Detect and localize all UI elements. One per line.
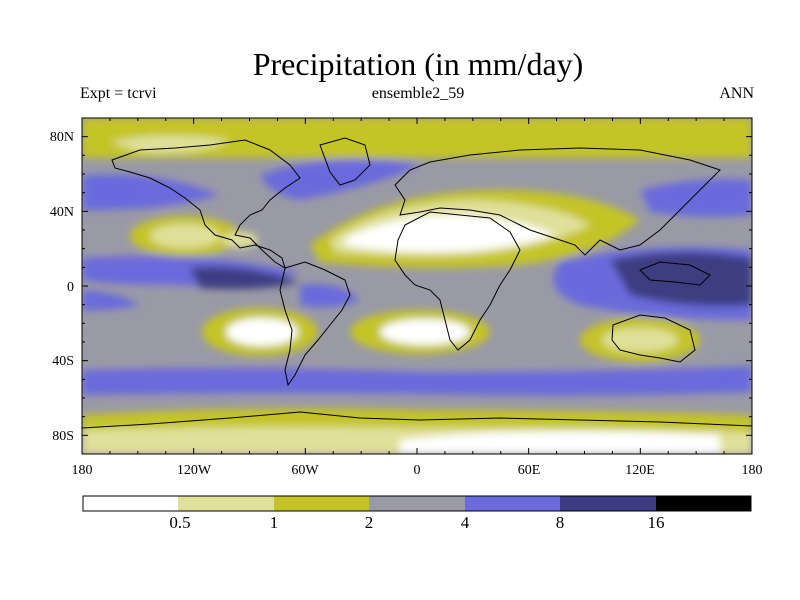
south-pacific-convergence — [82, 290, 140, 311]
north-pacific-storm-east — [82, 174, 220, 211]
lon-label: 60E — [518, 463, 541, 478]
colorbar-segment — [656, 496, 751, 511]
coastlines — [82, 137, 752, 429]
latitude-labels: 80N 40N 0 40S 80S — [50, 130, 74, 444]
se-pacific-dry-inner — [226, 318, 298, 346]
lat-label: 80N — [50, 130, 74, 145]
amazon-rain — [300, 284, 360, 308]
lon-label: 60W — [291, 463, 319, 478]
lon-label: 0 — [414, 463, 421, 478]
siberia-dry — [500, 134, 700, 157]
colorbar-label: 1 — [270, 513, 279, 532]
greenland-outline — [319, 137, 371, 186]
south-america-outline — [279, 261, 351, 387]
southern-ocean-storm — [82, 366, 752, 396]
warm-pool — [610, 251, 752, 307]
lon-label: 120W — [177, 463, 212, 478]
axis-ticks — [81, 118, 753, 454]
north-america-outline — [111, 139, 301, 270]
colorbar-segment — [369, 496, 465, 511]
colorbar-label: 0.5 — [169, 513, 190, 532]
colorbar-segment — [178, 496, 274, 511]
colorbar-label: 2 — [365, 513, 374, 532]
colorbar-segment — [274, 496, 369, 511]
lat-label: 40N — [50, 205, 74, 220]
lat-label: 0 — [67, 280, 74, 295]
africa-outline — [394, 211, 521, 351]
lat-label: 80S — [52, 429, 74, 444]
caribbean-dry — [222, 232, 258, 248]
lon-label: 120E — [625, 463, 655, 478]
colorbar: 0.5 1 2 4 8 16 — [82, 495, 752, 532]
greenland-dry — [300, 134, 420, 156]
map-title: Precipitation (in mm/day) — [252, 46, 584, 82]
season-label: ANN — [719, 85, 754, 102]
australia-outline — [611, 314, 696, 363]
maritime-continent-outline — [639, 261, 711, 286]
lon-label: 180 — [742, 463, 763, 478]
ensemble-label: ensemble2_59 — [371, 85, 465, 102]
experiment-label: Expt = tcrvi — [80, 85, 157, 102]
australia-dry-inner — [602, 328, 678, 352]
colorbar-segment — [560, 496, 656, 511]
lon-label: 180 — [72, 463, 93, 478]
colorbar-segment — [465, 496, 560, 511]
arctic-dry-patch — [110, 135, 230, 153]
north-atlantic-storm — [260, 159, 420, 200]
colorbar-segment — [83, 496, 178, 511]
colorbar-frame — [82, 495, 752, 512]
colorbar-label: 16 — [648, 513, 665, 532]
precipitation-field — [82, 118, 752, 454]
colorbar-label: 4 — [461, 513, 470, 532]
s-atlantic-dry-inner — [380, 319, 470, 345]
colorbar-label: 8 — [556, 513, 565, 532]
eurasia-outline — [394, 147, 721, 256]
ne-pacific-dry-inner — [150, 224, 220, 248]
lat-label: 40S — [52, 354, 74, 369]
antarctica-outline — [82, 411, 752, 429]
north-pacific-storm-west — [640, 178, 752, 217]
longitude-labels: 180 120W 60W 0 60E 120E 180 — [72, 463, 763, 478]
itcz-core — [190, 266, 300, 290]
